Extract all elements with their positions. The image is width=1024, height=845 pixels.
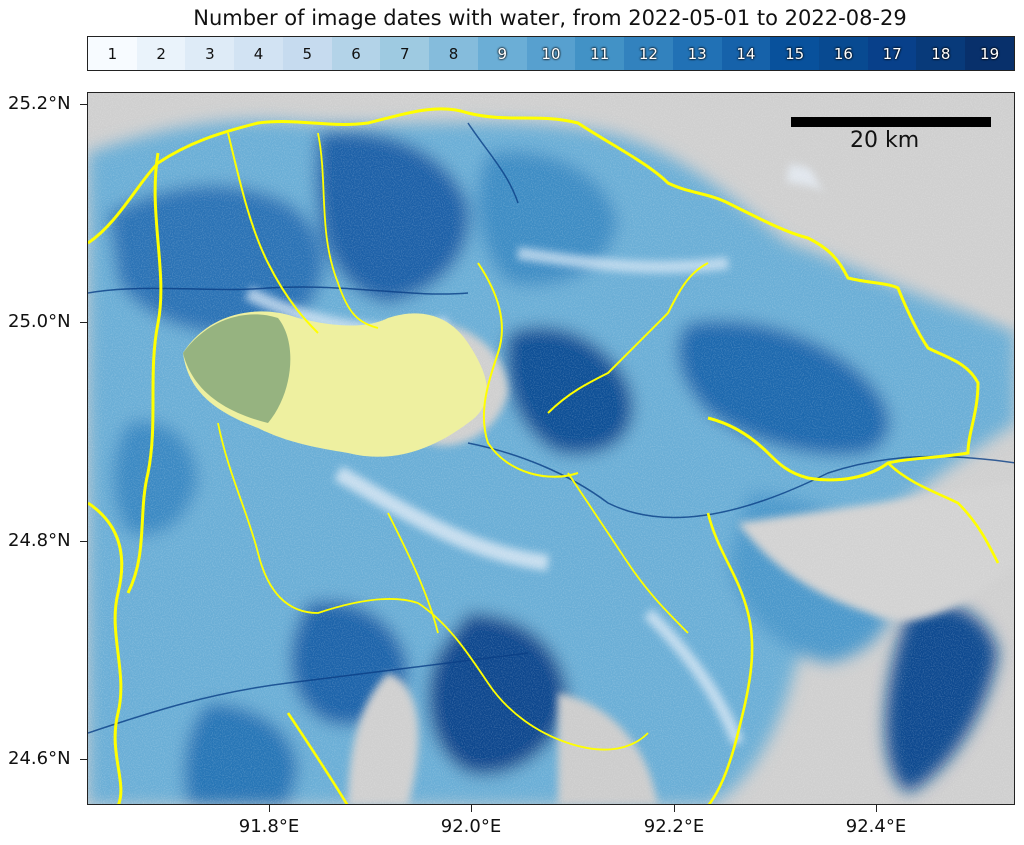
color-legend: 1 2 3 4 5 6 7 8 9 10 11 12 13 14 15 16 17 18 19 bbox=[87, 36, 1015, 71]
y-tick-mark bbox=[80, 322, 87, 323]
legend-cell: 16 bbox=[819, 37, 868, 70]
map-title: Number of image dates with water, from 2… bbox=[193, 6, 907, 30]
y-tick-mark bbox=[80, 759, 87, 760]
legend-cell: 6 bbox=[331, 37, 381, 70]
legend-cell: 4 bbox=[234, 37, 283, 70]
x-tick-mark bbox=[269, 805, 270, 812]
legend-cell: 1 bbox=[88, 37, 137, 70]
y-tick-mark bbox=[80, 104, 87, 105]
y-tick-label: 24.8°N bbox=[8, 530, 71, 551]
legend-cell: 11 bbox=[575, 37, 625, 70]
legend-cell: 2 bbox=[136, 37, 186, 70]
x-tick-mark bbox=[674, 805, 675, 812]
legend-cell: 8 bbox=[429, 37, 478, 70]
y-tick-mark bbox=[80, 541, 87, 542]
x-tick-label: 91.8°E bbox=[238, 816, 300, 837]
legend-cell: 17 bbox=[867, 37, 917, 70]
urban-area-dense bbox=[183, 314, 291, 423]
x-tick-mark bbox=[876, 805, 877, 812]
legend-cell: 12 bbox=[624, 37, 673, 70]
x-tick-label: 92.0°E bbox=[440, 816, 502, 837]
admin-boundaries bbox=[88, 107, 1000, 804]
y-tick-label: 25.0°N bbox=[8, 311, 71, 332]
water-frequency-map[interactable] bbox=[87, 92, 1015, 805]
rivers bbox=[88, 122, 1014, 734]
legend-cell: 5 bbox=[282, 37, 332, 70]
legend-cell: 15 bbox=[770, 37, 820, 70]
scale-bar-label: 20 km bbox=[850, 128, 920, 153]
legend-cell: 18 bbox=[916, 37, 966, 70]
pixel-noise bbox=[88, 93, 1014, 804]
legend-cell: 9 bbox=[477, 37, 527, 70]
legend-cell: 7 bbox=[380, 37, 430, 70]
x-tick-label: 92.2°E bbox=[643, 816, 705, 837]
scale-bar bbox=[791, 117, 991, 127]
legend-cell: 13 bbox=[672, 37, 722, 70]
legend-cell: 3 bbox=[185, 37, 235, 70]
y-tick-label: 25.2°N bbox=[8, 93, 71, 114]
legend-cell: 10 bbox=[526, 37, 576, 70]
map-canvas bbox=[88, 93, 1014, 804]
legend-cell: 14 bbox=[721, 37, 771, 70]
x-tick-label: 92.4°E bbox=[845, 816, 907, 837]
x-tick-mark bbox=[471, 805, 472, 812]
y-tick-label: 24.6°N bbox=[8, 748, 71, 769]
legend-cell: 19 bbox=[965, 37, 1014, 70]
